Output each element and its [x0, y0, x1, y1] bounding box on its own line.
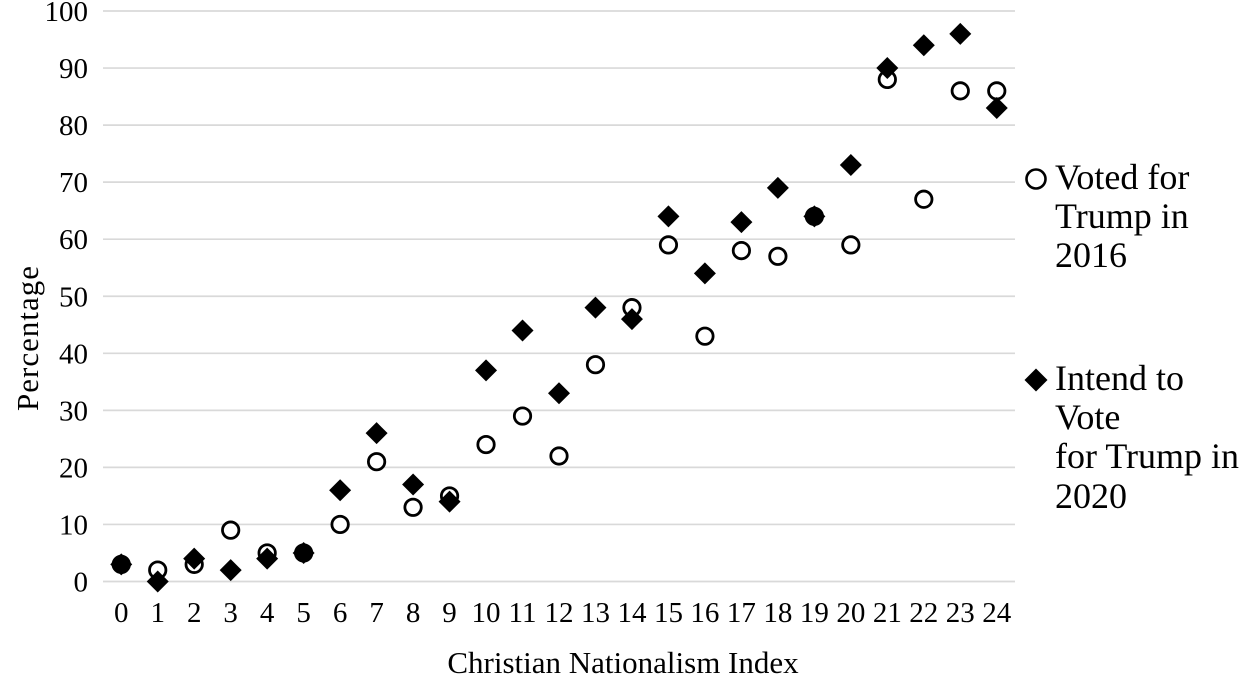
data-point-2020-diamond	[839, 154, 862, 177]
data-point-2016-circle	[987, 81, 1007, 101]
x-tick-label: 22	[909, 597, 938, 629]
data-point-2020-diamond	[438, 490, 461, 513]
x-tick-label: 24	[982, 597, 1012, 629]
data-point-2016-circle	[403, 497, 423, 517]
legend-label-2020: Intend to Vote for Trump in 2020	[1055, 358, 1240, 516]
data-point-2020-diamond	[584, 296, 607, 319]
data-point-2020-diamond	[766, 176, 789, 199]
data-point-2020-diamond	[693, 262, 716, 285]
filled-diamond-marker-icon	[1024, 368, 1048, 392]
legend-item-voted-2016: Voted for Trump in 2016	[1022, 157, 1255, 276]
data-point-2020-diamond	[803, 205, 826, 228]
x-axis-title: Christian Nationalism Index	[447, 645, 799, 680]
x-tick-label: 9	[442, 597, 457, 629]
x-tick-label: 14	[617, 597, 647, 629]
data-point-2020-diamond	[365, 422, 388, 445]
data-point-2020-diamond	[548, 382, 570, 405]
y-tick-label: 30	[59, 395, 88, 427]
data-point-2016-circle	[731, 241, 752, 261]
data-point-2020-diamond	[183, 547, 206, 570]
data-point-2016-circle	[476, 434, 496, 455]
data-point-2016-circle	[366, 452, 387, 472]
x-tick-label: 18	[763, 597, 792, 629]
data-point-2020-diamond	[949, 22, 972, 45]
y-tick-label: 40	[59, 338, 88, 370]
x-tick-label: 20	[836, 597, 865, 629]
data-point-2020-diamond	[402, 473, 425, 496]
x-tick-label: 15	[654, 597, 683, 629]
y-tick-label: 0	[74, 567, 89, 599]
legend-item-intend-2020: Intend to Vote for Trump in 2020	[1022, 358, 1255, 516]
x-tick-label: 16	[690, 597, 719, 629]
y-axis-title: Percentage	[10, 265, 45, 411]
data-point-2016-circle	[512, 406, 533, 426]
data-point-2016-circle	[841, 235, 861, 255]
data-point-2016-circle	[914, 189, 934, 209]
data-point-2020-diamond	[511, 319, 534, 342]
open-circle-marker-icon	[1025, 168, 1047, 190]
data-point-2016-circle	[221, 520, 241, 540]
data-point-2020-diamond	[657, 205, 680, 228]
data-point-2016-circle	[330, 514, 350, 535]
data-point-2016-circle	[768, 246, 788, 266]
data-point-2016-circle	[950, 81, 970, 101]
x-tick-label: 12	[545, 597, 574, 629]
data-point-2020-diamond	[475, 359, 498, 382]
x-tick-label: 0	[114, 597, 129, 629]
x-tick-label: 13	[581, 597, 610, 629]
data-point-2020-diamond	[256, 547, 279, 570]
data-point-2020-diamond	[329, 479, 352, 502]
y-tick-label: 70	[59, 167, 88, 199]
data-point-2020-diamond	[146, 570, 169, 593]
x-tick-label: 19	[800, 597, 829, 629]
y-tick-label: 10	[59, 509, 88, 541]
data-point-2020-diamond	[876, 57, 899, 80]
data-point-2020-diamond	[292, 541, 315, 564]
data-point-2016-circle	[658, 235, 679, 255]
y-tick-label: 80	[59, 110, 88, 142]
data-point-2020-diamond	[912, 34, 935, 57]
y-tick-label: 50	[59, 281, 88, 313]
legend-label-2016: Voted for Trump in 2016	[1055, 157, 1190, 276]
x-tick-label: 3	[223, 597, 238, 629]
x-tick-label: 23	[946, 597, 975, 629]
x-tick-label: 6	[333, 597, 348, 629]
x-tick-label: 10	[472, 597, 501, 629]
data-point-2020-diamond	[985, 96, 1008, 119]
data-point-2020-diamond	[730, 211, 753, 234]
y-tick-label: 60	[59, 224, 88, 256]
data-point-2016-circle	[549, 446, 569, 466]
y-tick-label: 90	[59, 53, 88, 85]
x-tick-label: 11	[509, 597, 537, 629]
x-tick-label: 21	[873, 597, 902, 629]
x-tick-label: 1	[150, 597, 165, 629]
x-tick-label: 2	[187, 597, 202, 629]
data-point-2020-diamond	[219, 559, 242, 582]
x-tick-label: 7	[369, 597, 384, 629]
x-tick-label: 4	[260, 597, 275, 629]
data-point-2016-circle	[695, 326, 715, 346]
x-tick-label: 17	[727, 597, 756, 629]
y-tick-label: 20	[59, 452, 88, 484]
x-tick-label: 8	[406, 597, 421, 629]
x-tick-label: 5	[296, 597, 311, 629]
data-point-2020-diamond	[620, 308, 643, 331]
data-point-2020-diamond	[110, 553, 133, 576]
y-tick-label: 100	[45, 0, 89, 28]
data-point-2016-circle	[585, 355, 606, 375]
